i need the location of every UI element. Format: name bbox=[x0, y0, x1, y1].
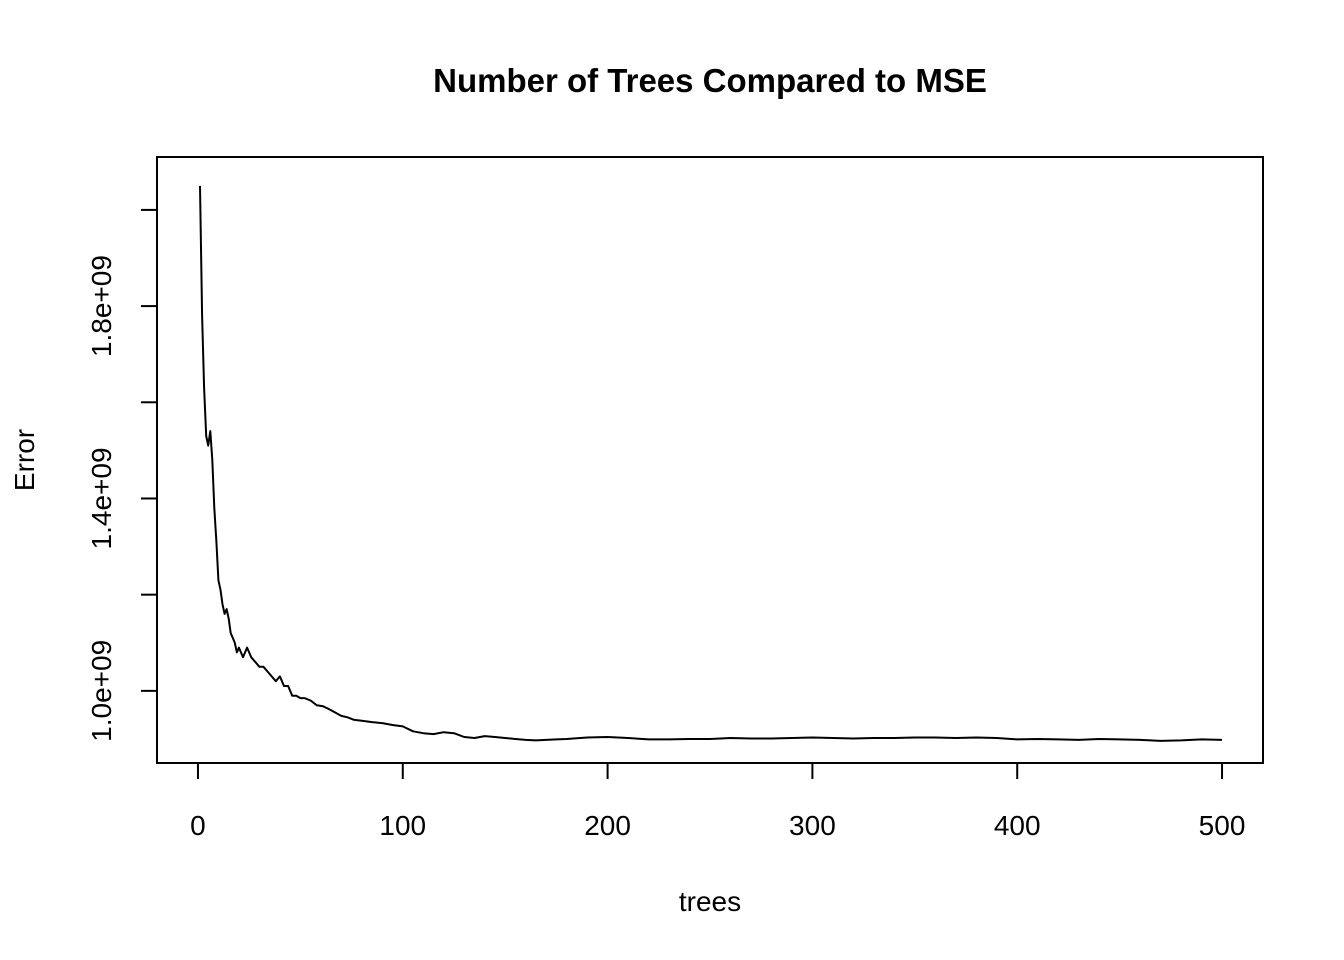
x-axis-label: trees bbox=[679, 886, 741, 917]
y-tick-label: 1.8e+09 bbox=[86, 255, 117, 357]
x-tick-label: 300 bbox=[789, 810, 836, 841]
chart-title: Number of Trees Compared to MSE bbox=[433, 62, 987, 99]
x-tick-label: 0 bbox=[190, 810, 206, 841]
x-tick-label: 200 bbox=[584, 810, 631, 841]
y-axis: 1.0e+09 1.4e+09 1.8e+09 bbox=[86, 208, 158, 742]
y-tick-label: 1.0e+09 bbox=[86, 640, 117, 742]
series-line-mse bbox=[199, 185, 1223, 742]
y-tick-label: 1.4e+09 bbox=[86, 447, 117, 549]
x-tick-label: 100 bbox=[379, 810, 426, 841]
plot-frame bbox=[156, 156, 1264, 764]
x-axis: 0 100 200 300 400 500 bbox=[190, 762, 1246, 841]
x-tick-label: 400 bbox=[994, 810, 1041, 841]
x-tick-label: 500 bbox=[1199, 810, 1246, 841]
y-axis-label: Error bbox=[9, 429, 40, 491]
